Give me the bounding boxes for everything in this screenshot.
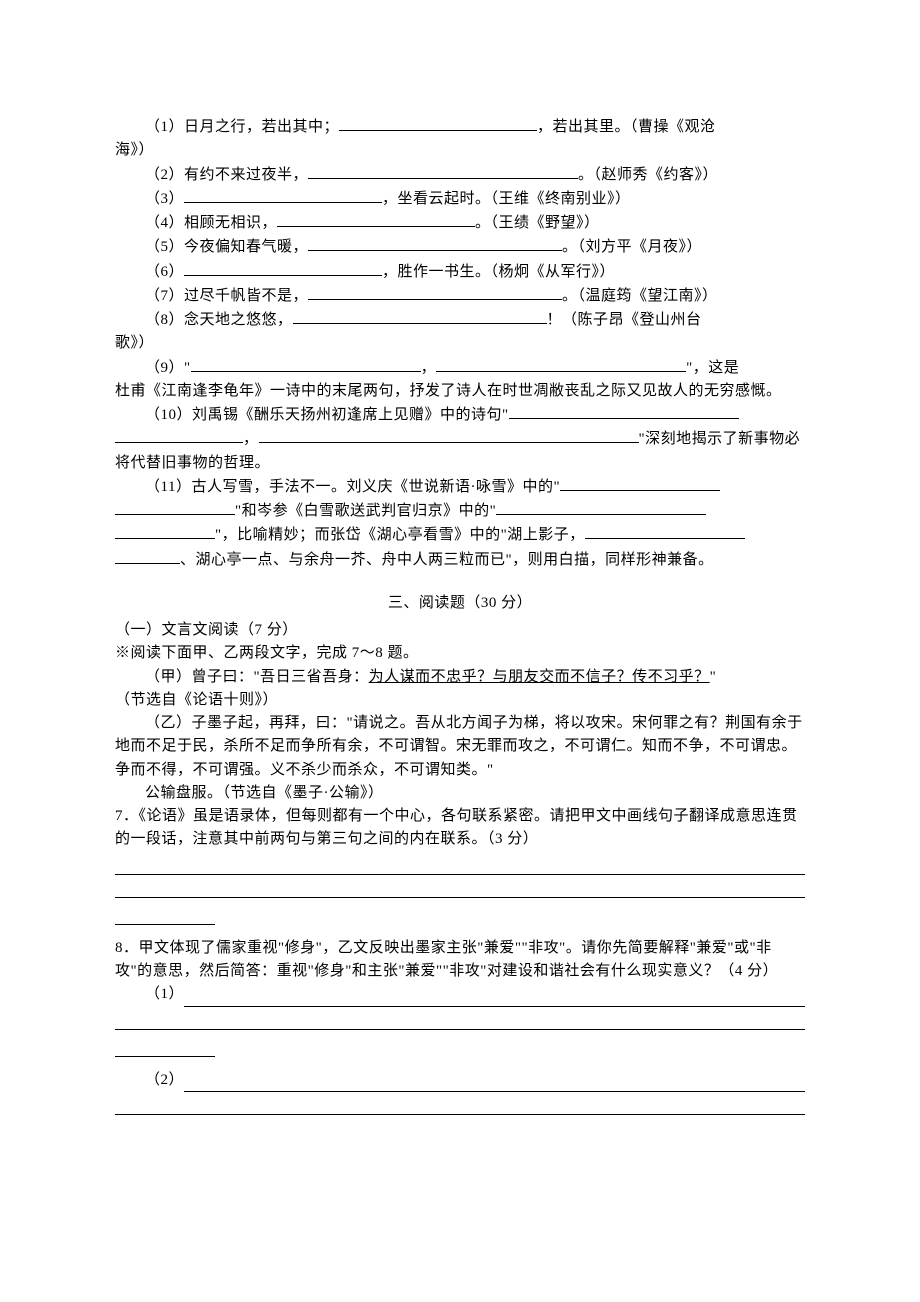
fill-item-4: （4）相顾无相识， 。（王绩《野望》）: [115, 211, 805, 235]
q9-cont: 杜甫《江南逢李龟年》一诗中的末尾两句，抒发了诗人在时世凋敝丧乱之际又见故人的无穷…: [115, 380, 805, 403]
q8-sub2-label: （2）: [115, 1069, 184, 1092]
q8-sub2-blank-2[interactable]: [115, 1096, 805, 1115]
q7-answer-line-3[interactable]: [115, 906, 215, 925]
fill-item-6: （6） ，胜作一书生。（杨炯《从军行》）: [115, 260, 805, 284]
q1-pre: （1）日月之行，若出其中；: [145, 119, 339, 135]
q3-post: ，坐看云起时。（王维《终南别业》）: [382, 191, 631, 207]
fill-item-11: （11）古人写雪，手法不一。刘义庆《世说新语·咏雪》中的": [115, 475, 805, 499]
q8-blank[interactable]: [293, 308, 547, 324]
q11-line3: "，比喻精妙；而张岱《湖心亭看雪》中的"湖上影子，: [115, 523, 805, 547]
q10-blank-2[interactable]: [115, 427, 243, 443]
q3-blank[interactable]: [184, 187, 382, 203]
q8-sub1-blank-3[interactable]: [115, 1038, 215, 1057]
q11-blank-5[interactable]: [585, 523, 745, 539]
q11-blank-1[interactable]: [560, 475, 720, 491]
q6-pre: （6）: [145, 264, 184, 280]
q9-blank-2[interactable]: [436, 356, 686, 372]
q4-post: 。（王绩《野望》）: [475, 215, 600, 231]
fill-item-8: （8）念天地之悠悠， ！（陈子昂《登山州台: [115, 308, 805, 332]
q11-blank-3[interactable]: [496, 499, 706, 515]
q2-pre: （2）有约不来过夜半，: [145, 167, 308, 183]
q11-mid1: "和岑参《白雪歌送武判官归京》中的": [235, 503, 496, 519]
q5-pre: （5）今夜偏知春气暖，: [145, 239, 308, 255]
jia-src: （节选自《论语十则》）: [115, 689, 805, 712]
question-7: 7．《论语》虽是语录体，但每则都有一个中心，各句联系紧密。请把甲文中画线句子翻译…: [115, 805, 805, 852]
q1-cont: 海》）: [115, 139, 805, 162]
sec3-sub1: （一）文言文阅读（7 分）: [115, 619, 805, 642]
q4-pre: （4）相顾无相识，: [145, 215, 277, 231]
q9-pre: （9）": [145, 360, 191, 376]
fill-item-9: （9）" ， "，这是: [115, 356, 805, 380]
yi-p2: 公输盘服。（节选自《墨子·公输》）: [115, 782, 805, 805]
q5-blank[interactable]: [308, 235, 562, 251]
q8-post1: ！（陈子昂《登山州台: [547, 312, 702, 328]
q8-sub2-line1: （2）: [115, 1069, 805, 1092]
q3-pre: （3）: [145, 191, 184, 207]
jia-underline: 为人谋而不忠乎？与朋友交而不信子？传不习乎？: [369, 669, 710, 685]
q8-sub1-blank-1[interactable]: [184, 988, 805, 1007]
q10-blank-1[interactable]: [509, 403, 739, 419]
passage-jia: （甲）曾子曰："吾日三省吾身：为人谋而不忠乎？与朋友交而不信子？传不习乎？": [115, 666, 805, 689]
q11-blank-6[interactable]: [115, 548, 180, 564]
q8-sub1-blank-2[interactable]: [115, 1011, 805, 1030]
q1-blank[interactable]: [339, 115, 537, 131]
fill-item-3: （3） ，坐看云起时。（王维《终南别业》）: [115, 187, 805, 211]
q2-blank[interactable]: [308, 163, 578, 179]
q7-blank[interactable]: [308, 284, 562, 300]
q11-line4: 、湖心亭一点、与余舟一芥、舟中人两三粒而已"，则用白描，同样形神兼备。: [115, 548, 805, 572]
q4-blank[interactable]: [277, 211, 475, 227]
q9-blank-1[interactable]: [191, 356, 421, 372]
sec3-intro: ※阅读下面甲、乙两段文字，完成 7～8 题。: [115, 642, 805, 665]
q1-post1: ，若出其里。（曹操《观沧: [537, 119, 716, 135]
q8-sub1-label: （1）: [115, 983, 184, 1006]
fill-item-5: （5）今夜偏知春气暖， 。（刘方平《月夜》）: [115, 235, 805, 259]
jia-1: （甲）曾子曰："吾日三省吾身：: [145, 669, 369, 685]
q11-blank-4[interactable]: [115, 523, 215, 539]
q11-mid2: "，比喻精妙；而张岱《湖心亭看雪》中的"湖上影子，: [215, 527, 585, 543]
q10-pre: （10）刘禹锡《酬乐天扬州初逢席上见赠》中的诗句": [145, 407, 509, 423]
q2-post: 。（赵师秀《约客》）: [578, 167, 718, 183]
fill-item-1: （1）日月之行，若出其中； ，若出其里。（曹操《观沧: [115, 115, 805, 139]
q6-post: ，胜作一书生。（杨炯《从军行》）: [382, 264, 615, 280]
q9-post1: "，这是: [686, 360, 739, 376]
q6-blank[interactable]: [184, 260, 382, 276]
fill-item-2: （2）有约不来过夜半， 。（赵师秀《约客》）: [115, 163, 805, 187]
q8-sub2-blank-1[interactable]: [184, 1073, 805, 1092]
jia-2: ": [710, 669, 717, 685]
fill-item-7: （7）过尽千帆皆不是， 。（温庭筠《望江南》）: [115, 284, 805, 308]
q10-line2: ，"深刻地揭示了新事物必将代替旧事物的哲理。: [115, 427, 805, 475]
q9-mid: ，: [421, 360, 437, 376]
q7-post: 。（温庭筠《望江南》）: [562, 288, 718, 304]
q11-post: 、湖心亭一点、与余舟一芥、舟中人两三粒而已"，则用白描，同样形神兼备。: [180, 552, 714, 568]
q7-answer-line-2[interactable]: [115, 879, 805, 898]
q11-pre: （11）古人写雪，手法不一。刘义庆《世说新语·咏雪》中的": [145, 479, 560, 495]
q10-blank-3[interactable]: [259, 427, 639, 443]
q8-sub1-line1: （1）: [115, 983, 805, 1006]
yi-p1-text: （乙）子墨子起，再拜，曰："请说之。吾从北方闻子为梯，将以攻宋。宋何罪之有？荆国…: [115, 715, 803, 778]
q8-cont: 歌》）: [115, 332, 805, 355]
q10-mid: ，: [243, 431, 259, 447]
q8-pre: （8）念天地之悠悠，: [145, 312, 293, 328]
q11-line2: "和岑参《白雪歌送武判官归京》中的": [115, 499, 805, 523]
q5-post: 。（刘方平《月夜》）: [562, 239, 702, 255]
question-8: 8．甲文体现了儒家重视"修身"，乙文反映出墨家主张"兼爱""非攻"。请你先简要解…: [115, 937, 805, 984]
fill-item-10: （10）刘禹锡《酬乐天扬州初逢席上见赠》中的诗句": [115, 403, 805, 427]
passage-yi: （乙）子墨子起，再拜，曰："请说之。吾从北方闻子为梯，将以攻宋。宋何罪之有？荆国…: [115, 712, 805, 782]
q7-pre: （7）过尽千帆皆不是，: [145, 288, 308, 304]
q11-blank-2[interactable]: [115, 499, 235, 515]
q7-answer-line-1[interactable]: [115, 856, 805, 875]
section-3-title: 三、阅读题（30 分）: [115, 592, 805, 615]
